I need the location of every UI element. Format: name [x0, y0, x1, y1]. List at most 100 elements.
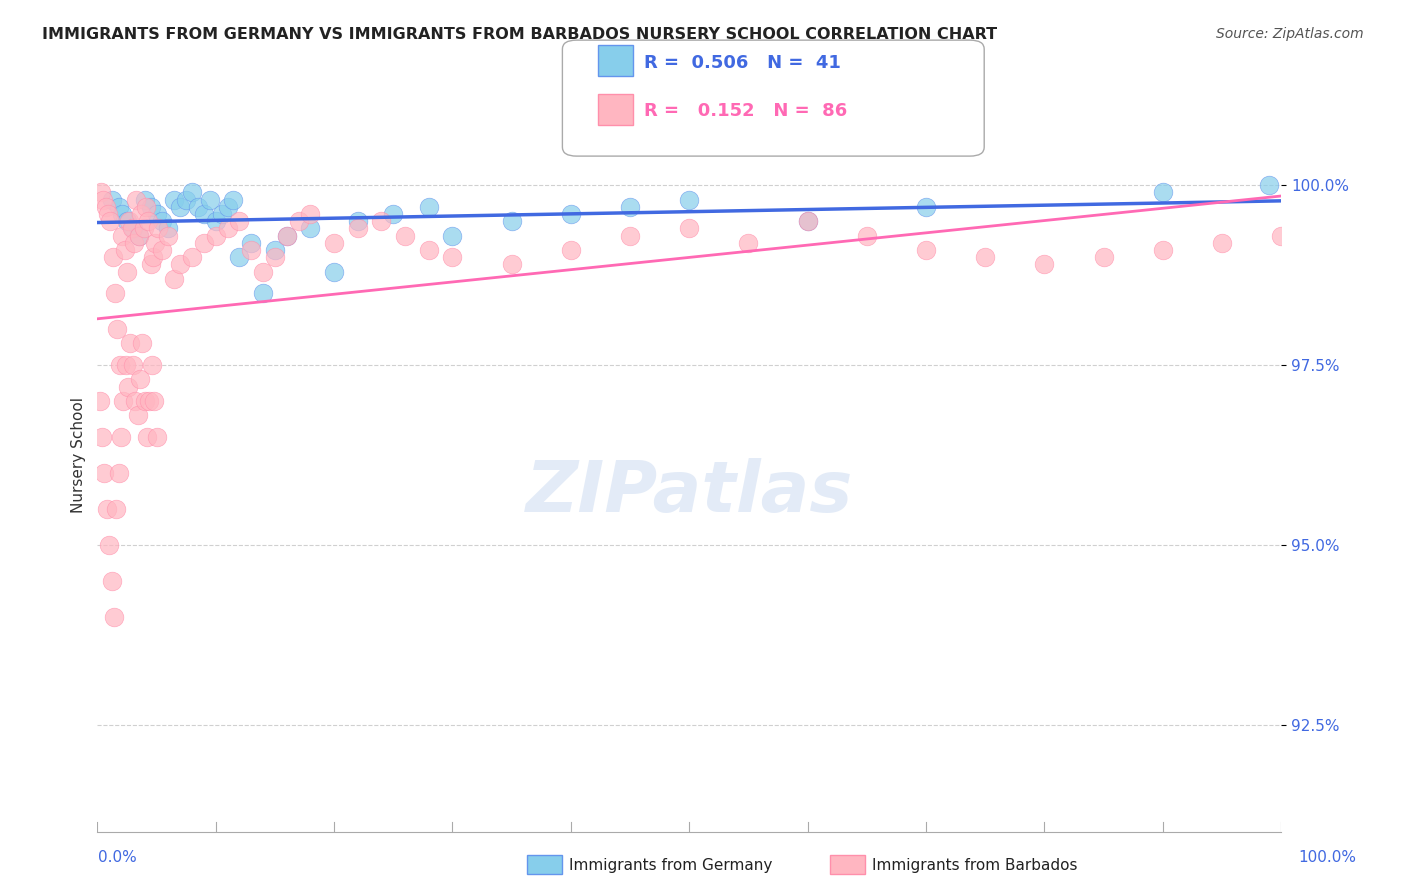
Point	[91, 430, 114, 444]
Point	[560, 243, 582, 257]
Point	[915, 200, 938, 214]
Point	[100, 574, 122, 588]
Point	[117, 379, 139, 393]
Point	[1258, 178, 1281, 193]
Point	[111, 228, 134, 243]
Point	[120, 336, 142, 351]
Point	[131, 336, 153, 351]
Point	[1211, 235, 1233, 250]
Text: ZIPatlas: ZIPatlas	[526, 458, 853, 527]
Point	[299, 207, 322, 221]
Point	[112, 394, 135, 409]
Point	[100, 214, 122, 228]
Point	[287, 214, 309, 228]
Point	[121, 221, 143, 235]
Point	[974, 250, 997, 264]
Point	[276, 228, 298, 243]
Point	[157, 228, 180, 243]
Point	[134, 193, 156, 207]
Point	[211, 207, 233, 221]
Point	[93, 466, 115, 480]
Point	[678, 221, 700, 235]
Text: R =  0.506   N =  41: R = 0.506 N = 41	[644, 54, 841, 72]
Point	[346, 214, 368, 228]
Point	[124, 394, 146, 409]
Point	[105, 501, 128, 516]
Point	[107, 466, 129, 480]
Point	[441, 250, 464, 264]
Point	[107, 322, 129, 336]
Text: Source: ZipAtlas.com: Source: ZipAtlas.com	[1216, 27, 1364, 41]
Point	[89, 394, 111, 409]
Point	[114, 243, 136, 257]
Point	[299, 221, 322, 235]
Point	[152, 243, 174, 257]
Point	[222, 193, 245, 207]
Point	[108, 358, 131, 372]
Point	[1152, 243, 1174, 257]
Point	[146, 221, 169, 235]
Point	[1152, 186, 1174, 200]
Point	[118, 214, 141, 228]
Point	[193, 207, 215, 221]
Point	[181, 186, 204, 200]
Point	[90, 186, 112, 200]
Point	[619, 200, 641, 214]
Point	[110, 430, 132, 444]
Point	[737, 235, 759, 250]
Point	[323, 264, 346, 278]
Point	[217, 200, 239, 214]
Point	[1033, 257, 1056, 271]
Point	[264, 250, 287, 264]
Point	[97, 207, 120, 221]
Point	[129, 372, 152, 386]
Point	[240, 243, 263, 257]
Point	[1270, 228, 1292, 243]
Point	[141, 358, 163, 372]
Point	[346, 221, 368, 235]
Point	[111, 207, 134, 221]
Point	[796, 214, 818, 228]
Point	[128, 228, 150, 243]
Point	[145, 430, 167, 444]
Point	[163, 193, 186, 207]
Point	[100, 193, 122, 207]
Point	[204, 214, 226, 228]
Point	[139, 257, 162, 271]
Point	[501, 257, 523, 271]
Point	[127, 409, 149, 423]
Point	[134, 394, 156, 409]
Point	[217, 221, 239, 235]
Point	[228, 214, 250, 228]
Point	[1092, 250, 1115, 264]
Point	[394, 228, 416, 243]
Point	[96, 501, 118, 516]
Point	[152, 214, 174, 228]
Point	[128, 228, 150, 243]
Point	[418, 200, 440, 214]
Point	[560, 207, 582, 221]
Point	[94, 200, 117, 214]
Point	[198, 193, 221, 207]
Point	[136, 214, 159, 228]
Text: R =   0.152   N =  86: R = 0.152 N = 86	[644, 103, 848, 120]
Point	[143, 394, 166, 409]
Point	[121, 221, 143, 235]
Text: 0.0%: 0.0%	[98, 850, 138, 865]
Point	[98, 538, 121, 552]
Point	[441, 228, 464, 243]
Point	[104, 286, 127, 301]
Point	[132, 221, 155, 235]
Point	[240, 235, 263, 250]
Y-axis label: Nursery School: Nursery School	[72, 397, 86, 513]
Point	[252, 286, 274, 301]
Point	[115, 214, 138, 228]
Text: Immigrants from Barbados: Immigrants from Barbados	[872, 858, 1077, 872]
Point	[678, 193, 700, 207]
Text: 100.0%: 100.0%	[1299, 850, 1357, 865]
Point	[143, 235, 166, 250]
Point	[138, 394, 160, 409]
Point	[323, 235, 346, 250]
Point	[91, 193, 114, 207]
Point	[382, 207, 405, 221]
